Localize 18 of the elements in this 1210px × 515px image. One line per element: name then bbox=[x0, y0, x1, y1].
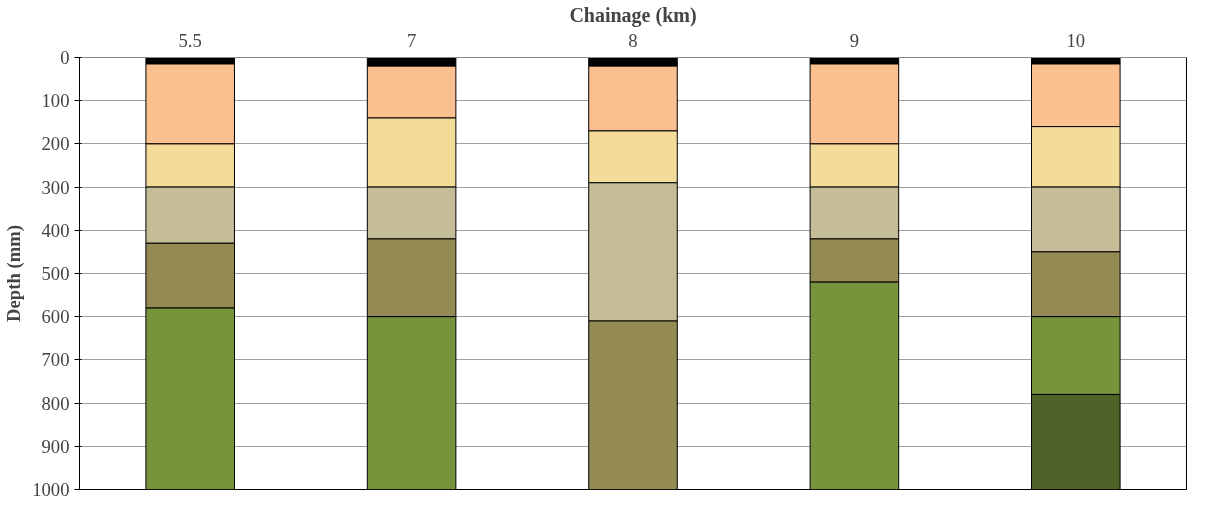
y-tick-label: 100 bbox=[41, 90, 70, 112]
y-tick-label: 700 bbox=[41, 349, 70, 371]
x-tick-label: 8 bbox=[628, 29, 638, 51]
y-tick-label: 500 bbox=[41, 263, 70, 284]
y-tick-label: 600 bbox=[41, 306, 70, 328]
x-tick-label: 5.5 bbox=[178, 29, 202, 51]
y-tick-label: 1000 bbox=[32, 479, 70, 500]
x-axis-title: Chainage (km) bbox=[569, 3, 697, 27]
y-axis-title: Depth (mm) bbox=[3, 225, 26, 322]
y-tick-label: 200 bbox=[41, 133, 70, 155]
y-tick-label: 300 bbox=[41, 176, 70, 198]
x-tick-label: 9 bbox=[849, 29, 860, 51]
y-tick-label: 800 bbox=[41, 392, 70, 414]
x-tick-label: 7 bbox=[406, 29, 417, 51]
y-tick-label: 900 bbox=[41, 435, 70, 457]
y-tick-label: 400 bbox=[41, 219, 70, 241]
y-tick-label: 0 bbox=[60, 47, 70, 68]
x-tick-label: 10 bbox=[1066, 29, 1086, 51]
